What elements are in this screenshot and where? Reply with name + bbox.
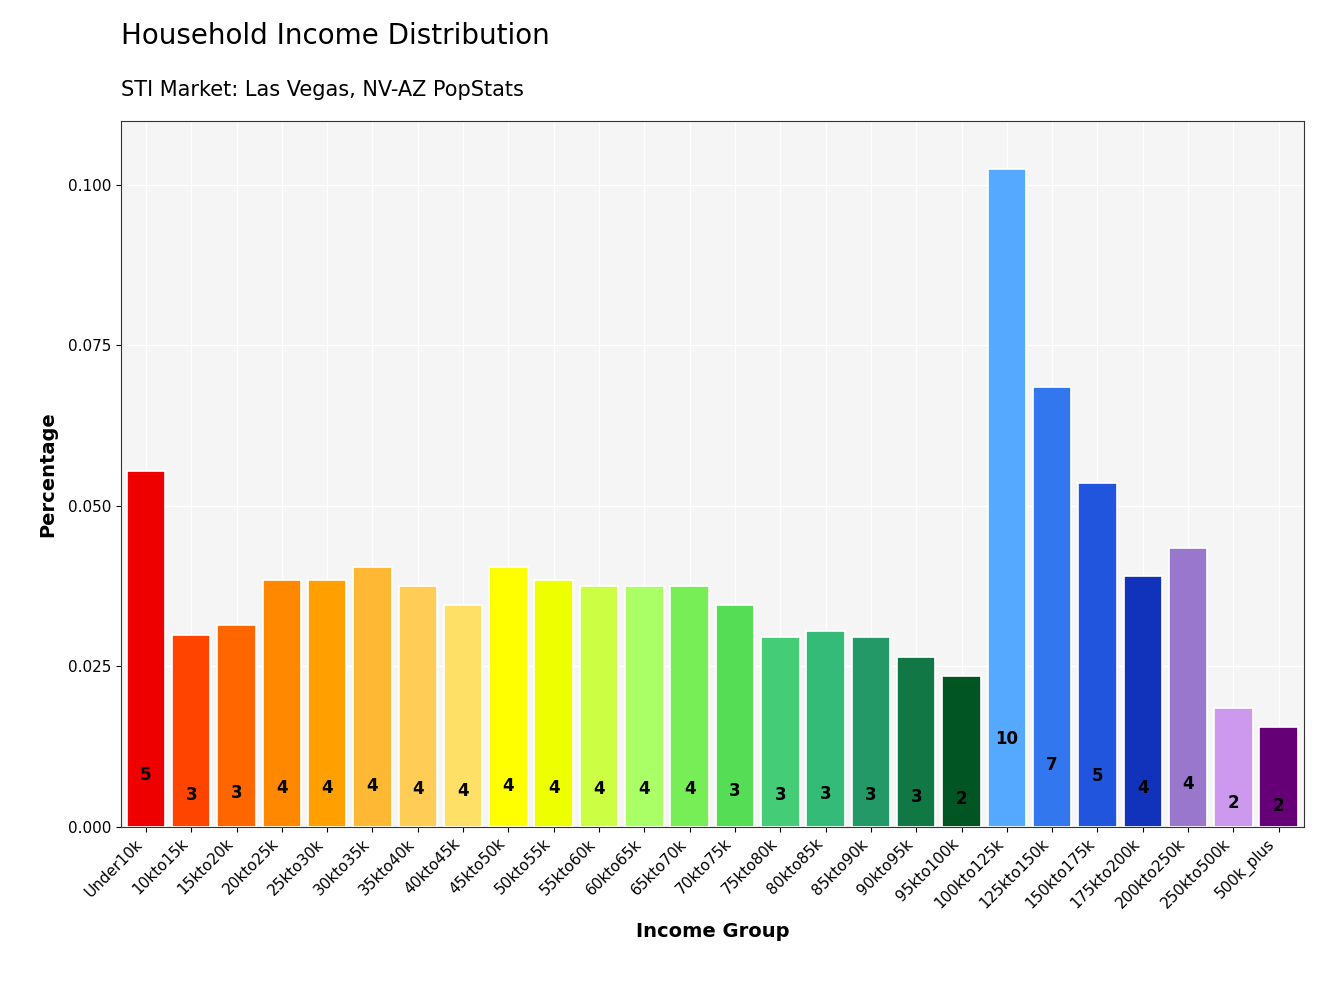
- Bar: [716, 605, 754, 827]
- Text: 3: 3: [730, 782, 741, 800]
- Bar: [489, 566, 528, 827]
- Text: 3: 3: [910, 788, 922, 806]
- Bar: [1214, 708, 1253, 827]
- Bar: [218, 625, 255, 827]
- Text: 4: 4: [1137, 778, 1149, 796]
- Text: 4: 4: [684, 780, 695, 797]
- Bar: [1169, 547, 1207, 827]
- Text: 7: 7: [1047, 756, 1058, 774]
- Bar: [806, 631, 845, 827]
- Text: 2: 2: [1273, 796, 1285, 814]
- Text: 4: 4: [321, 779, 333, 797]
- Text: 4: 4: [276, 779, 288, 797]
- Text: 2: 2: [956, 790, 968, 808]
- Text: 4: 4: [548, 779, 559, 797]
- Text: 3: 3: [820, 785, 832, 803]
- Bar: [308, 580, 347, 827]
- Bar: [399, 586, 437, 827]
- Bar: [172, 635, 211, 827]
- Text: 10: 10: [996, 730, 1019, 748]
- Text: 3: 3: [774, 786, 786, 803]
- Bar: [1124, 577, 1163, 827]
- Text: 5: 5: [1091, 767, 1103, 785]
- Bar: [671, 586, 708, 827]
- Bar: [896, 656, 935, 827]
- Bar: [988, 169, 1025, 827]
- Bar: [852, 637, 890, 827]
- Y-axis label: Percentage: Percentage: [38, 411, 56, 536]
- Bar: [1078, 484, 1117, 827]
- Bar: [1259, 727, 1298, 827]
- Text: Household Income Distribution: Household Income Distribution: [121, 22, 550, 50]
- Text: 4: 4: [457, 782, 469, 800]
- Bar: [625, 586, 664, 827]
- Bar: [579, 586, 618, 827]
- Text: 4: 4: [638, 780, 650, 797]
- Bar: [262, 580, 301, 827]
- Text: 3: 3: [231, 784, 242, 802]
- Text: 4: 4: [1183, 775, 1193, 793]
- Text: 4: 4: [367, 777, 378, 795]
- Text: 3: 3: [866, 786, 876, 803]
- Bar: [444, 605, 482, 827]
- Text: 5: 5: [140, 766, 152, 784]
- Text: 4: 4: [503, 777, 515, 795]
- Text: STI Market: Las Vegas, NV-AZ PopStats: STI Market: Las Vegas, NV-AZ PopStats: [121, 80, 524, 100]
- Bar: [942, 675, 981, 827]
- Bar: [535, 580, 573, 827]
- Text: 4: 4: [593, 780, 605, 797]
- X-axis label: Income Group: Income Group: [636, 922, 789, 941]
- Bar: [126, 471, 165, 827]
- Text: 3: 3: [185, 785, 198, 803]
- Bar: [1034, 387, 1071, 827]
- Text: 4: 4: [413, 780, 423, 797]
- Text: 2: 2: [1227, 794, 1239, 812]
- Bar: [353, 566, 391, 827]
- Bar: [761, 637, 800, 827]
